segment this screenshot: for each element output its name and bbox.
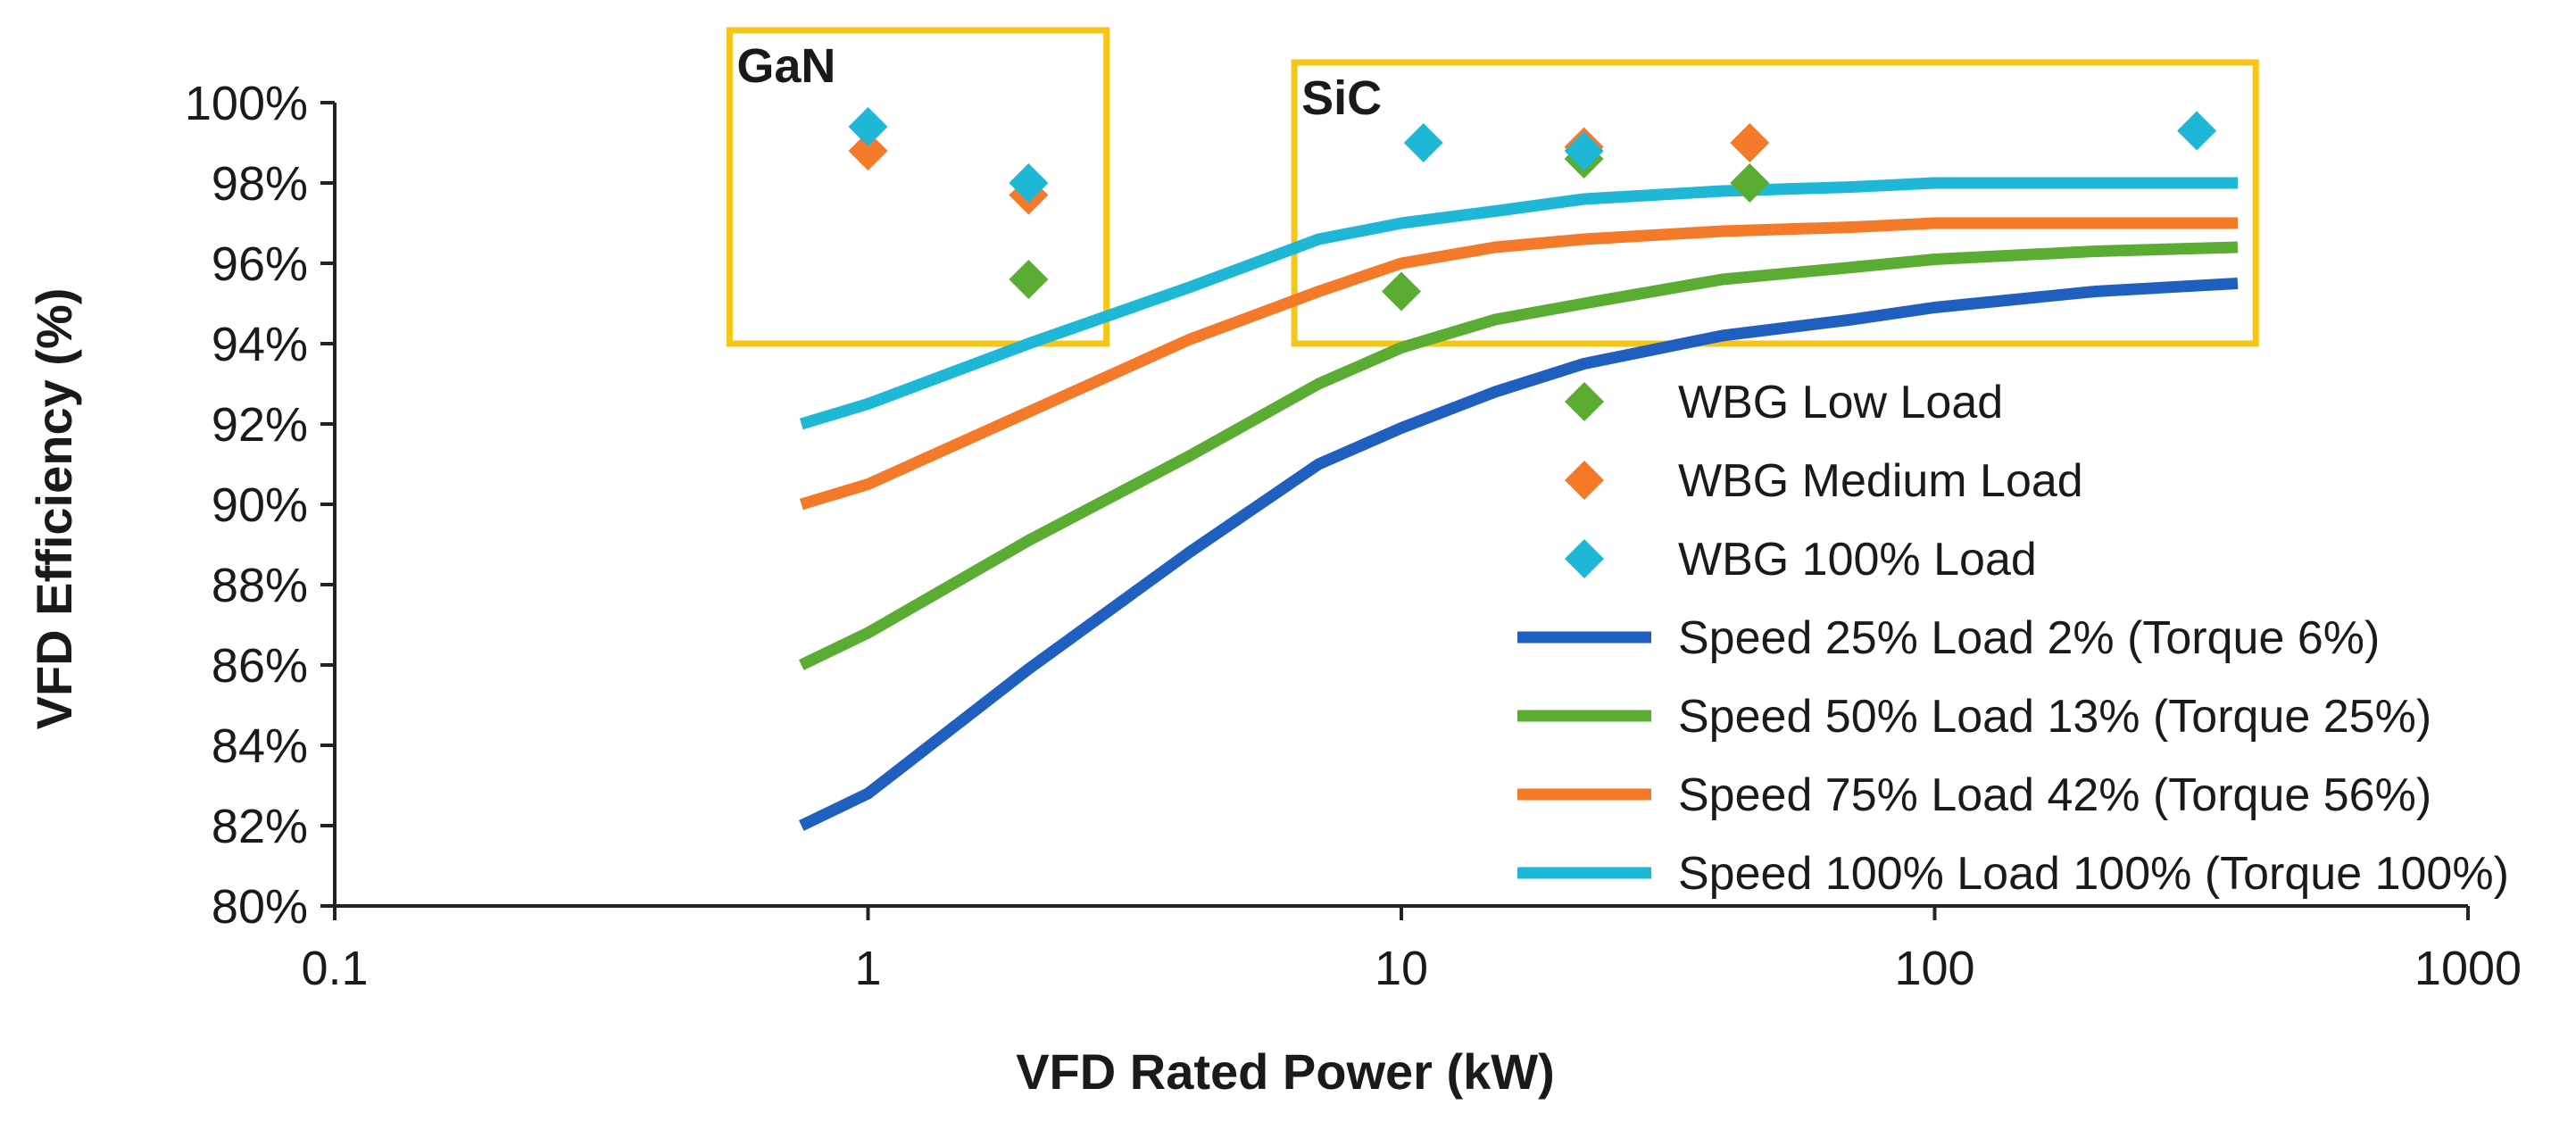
tick-layer: 80% 82% 84% 86% 88% 90% 92% 94% 96% 98% 100% 0.1 1 10… (185, 77, 2522, 995)
series-layer (798, 107, 2239, 831)
legend-item-label: Speed 100% Load 100% (Torque 100%) (1678, 848, 2509, 900)
gan-label: GaN (736, 39, 835, 93)
y-tick-label: 86% (212, 639, 308, 693)
marker-wbg-100-load (1009, 163, 1049, 203)
y-tick-label: 80% (212, 880, 308, 934)
y-tick-label: 94% (212, 318, 308, 371)
y-tick-label: 82% (212, 800, 308, 853)
legend-item-label: Speed 75% Load 42% (Torque 56%) (1678, 769, 2431, 821)
marker-wbg-low-load (1730, 163, 1770, 203)
x-axis-title: VFD Rated Power (kW) (1016, 1043, 1555, 1100)
marker-wbg-medium-load (1730, 123, 1770, 162)
x-tick-label: 1 (854, 942, 881, 995)
y-tick-label: 92% (212, 398, 308, 452)
x-tick-label: 1000 (2414, 942, 2522, 995)
y-axis-title: VFD Efficiency (%) (26, 288, 82, 730)
x-tick-label: 0.1 (301, 942, 368, 995)
annotation-layer: GaN SiC (726, 27, 2259, 347)
y-tick-label: 100% (185, 77, 308, 130)
marker-wbg-100-load (1403, 123, 1443, 162)
marker-wbg-low-load (1009, 260, 1049, 299)
y-tick-label: 88% (212, 559, 308, 612)
marker-wbg-medium-load (848, 131, 888, 170)
legend-item-label: WBG 100% Load (1678, 534, 2037, 586)
legend-item-label: WBG Medium Load (1678, 455, 2083, 507)
marker-wbg-100-load (2177, 111, 2217, 151)
x-tick-label: 100 (1894, 942, 1974, 995)
marker-wbg-100-load (1564, 131, 1604, 170)
legend-swatch-marker (1565, 461, 1604, 500)
gan-box (726, 27, 1110, 347)
legend-item-label: Speed 25% Load 2% (Torque 6%) (1678, 612, 2380, 664)
marker-wbg-low-load (1382, 271, 1421, 312)
legend-swatch-marker (1565, 539, 1604, 578)
sic-label: SiC (1301, 71, 1382, 125)
sic-box (1291, 59, 2259, 347)
legend-swatch-marker (1565, 382, 1604, 421)
line-speed-75-load-42-torque-56 (799, 217, 2238, 511)
line-speed-25-load-2-torque-6 (798, 278, 2239, 831)
y-tick-label: 96% (212, 237, 308, 291)
x-tick-label: 10 (1375, 942, 1428, 995)
legend-item-label: WBG Low Load (1678, 377, 2003, 428)
line-speed-100-load-100-torque-100 (799, 177, 2238, 430)
marker-wbg-100-load (848, 107, 888, 146)
y-tick-label: 98% (212, 157, 308, 211)
legend-item-label: Speed 50% Load 13% (Torque 25%) (1678, 691, 2431, 743)
y-tick-label: 84% (212, 719, 308, 773)
line-speed-50-load-13-torque-25 (798, 241, 2239, 670)
legend: WBG Low Load WBG Medium Load WBG 100% Load… (1517, 377, 2509, 900)
y-tick-label: 90% (212, 478, 308, 532)
